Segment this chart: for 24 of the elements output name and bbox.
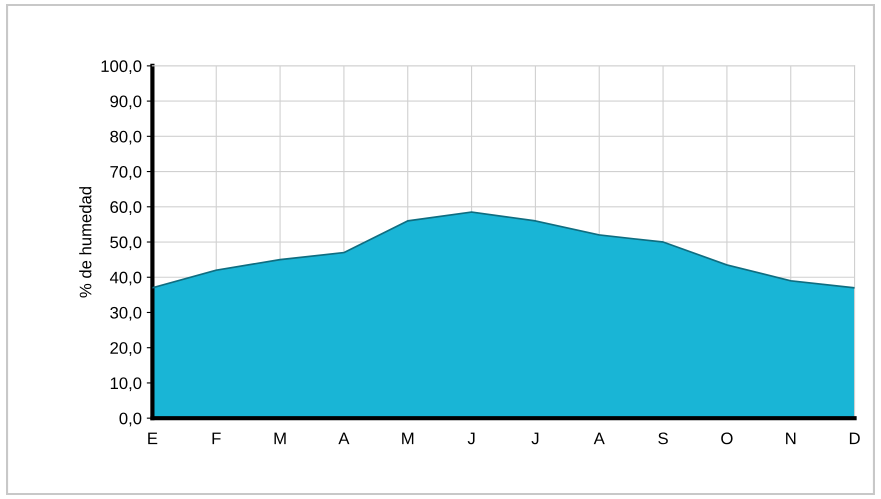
x-tick-label: A [594, 432, 605, 444]
x-tick-label: A [338, 432, 350, 444]
y-tick-label: 100,0 [102, 60, 142, 74]
y-tick-label: 80,0 [110, 130, 142, 144]
y-tick-label: 10,0 [110, 377, 142, 392]
x-tick-label: E [148, 432, 158, 444]
x-tick-label: D [850, 432, 860, 444]
x-tick-label: M [402, 432, 414, 444]
x-tick-label: J [468, 432, 475, 444]
y-tick-label: 60,0 [110, 201, 142, 215]
y-tick-label: 0,0 [119, 412, 142, 426]
x-tick-label: M [274, 432, 286, 444]
y-tick-label: 50,0 [110, 236, 142, 250]
y-axis-title: % de humedad [79, 187, 92, 298]
y-tick-label: 70,0 [110, 166, 142, 180]
x-tick-label: F [212, 432, 221, 444]
y-tick-label: 90,0 [110, 96, 142, 110]
x-tick-label: O [721, 432, 733, 444]
y-tick-label: 30,0 [110, 306, 142, 321]
x-tick-label: S [658, 432, 668, 444]
y-tick-label: 20,0 [110, 342, 142, 356]
y-tick-label: 40,0 [110, 272, 142, 286]
x-tick-label: J [532, 432, 538, 444]
x-tick-label: N [786, 432, 796, 444]
